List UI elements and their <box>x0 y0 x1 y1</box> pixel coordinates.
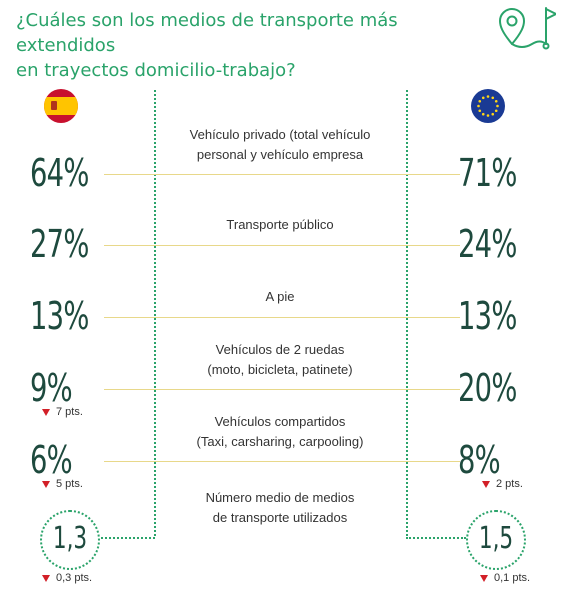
spain-value: 64% <box>30 151 89 195</box>
spain-flag-icon <box>44 89 78 123</box>
title-line-1: ¿Cuáles son los medios de transporte más… <box>16 10 398 56</box>
title-line-2: en trayectos domicilio-trabajo? <box>16 60 296 81</box>
row-dotted-guide-line <box>80 537 155 539</box>
eu-value: 24% <box>458 222 517 266</box>
decrease-triangle-icon <box>42 408 50 416</box>
spain-value: 27% <box>30 222 89 266</box>
row-label: Vehículos de 2 ruedas (moto, bicicleta, … <box>207 342 353 377</box>
decrease-triangle-icon <box>42 574 50 582</box>
row-guide-line <box>104 389 460 390</box>
eu-value: 71% <box>458 151 517 195</box>
spain-change: 5 pts. <box>42 477 83 491</box>
row-guide-line <box>104 174 460 175</box>
eu-average-circle: 1,5 <box>466 510 526 570</box>
page-title: ¿Cuáles son los medios de transporte más… <box>16 8 496 83</box>
spain-value: 1,3 <box>52 521 88 556</box>
spain-value: 6% <box>30 438 73 482</box>
decrease-triangle-icon <box>480 574 488 582</box>
spain-value: 9% <box>30 366 73 410</box>
eu-value: 20% <box>458 366 517 410</box>
row-label: Transporte público <box>226 217 334 232</box>
eu-value: 13% <box>458 294 517 338</box>
row-label: Vehículos compartidos (Taxi, carsharing,… <box>196 414 364 449</box>
row-guide-line <box>104 317 460 318</box>
decrease-triangle-icon <box>482 480 490 488</box>
row-dotted-guide-line <box>406 537 466 539</box>
eu-value: 1,5 <box>478 521 514 556</box>
right-dotted-divider <box>406 90 408 536</box>
spain-average-circle: 1,3 <box>40 510 100 570</box>
row-label: Número medio de medios de transporte uti… <box>205 490 355 525</box>
row-label: A pie <box>265 289 295 304</box>
spain-change: 7 pts. <box>42 405 83 419</box>
eu-change: 2 pts. <box>482 477 523 491</box>
spain-change: 0,3 pts. <box>42 571 92 585</box>
row-guide-line <box>104 461 460 462</box>
row-guide-line <box>104 245 460 246</box>
route-map-pin-flag-icon <box>499 7 556 50</box>
eu-flag-icon <box>471 89 505 123</box>
decrease-triangle-icon <box>42 480 50 488</box>
left-dotted-divider <box>154 90 156 536</box>
row-label: Vehículo privado (total vehículo persona… <box>189 127 371 162</box>
eu-value: 8% <box>458 438 501 482</box>
eu-change: 0,1 pts. <box>480 571 530 585</box>
spain-value: 13% <box>30 294 89 338</box>
